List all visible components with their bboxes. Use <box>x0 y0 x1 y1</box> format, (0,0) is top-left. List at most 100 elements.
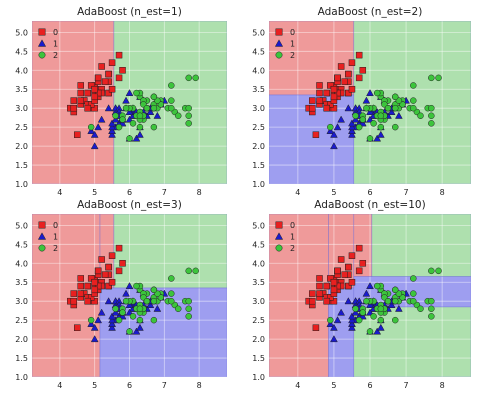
panel-1: 4 5 6 7 8 1.0 1.5 2.0 2.5 3.0 3.5 4.0 4.5 5.0 AdaBoost… <box>15 6 227 197</box>
y-tick-label: 2.5 <box>15 316 28 325</box>
point-class-0 <box>84 297 91 305</box>
point-class-0 <box>91 286 98 294</box>
point-class-2 <box>168 82 175 89</box>
point-class-2 <box>417 305 424 313</box>
point-class-2 <box>352 305 359 313</box>
point-class-2 <box>366 135 374 142</box>
point-class-1 <box>326 126 335 134</box>
point-class-2 <box>428 305 435 313</box>
point-class-0 <box>330 297 338 305</box>
point-class-0 <box>70 297 78 305</box>
point-class-1 <box>362 96 371 104</box>
point-class-1 <box>348 316 356 324</box>
x-tick-label: 4 <box>295 188 300 197</box>
y-tick-label: 4.0 <box>252 259 265 268</box>
x-tick-label: 5 <box>92 381 97 390</box>
point-class-1 <box>366 89 374 97</box>
point-class-2 <box>410 82 417 89</box>
point-class-0 <box>348 85 356 93</box>
legend-label-0: 0 <box>290 28 295 37</box>
point-class-0 <box>108 252 116 259</box>
point-class-0 <box>316 282 323 290</box>
point-class-1 <box>351 115 360 123</box>
point-class-0 <box>348 252 356 259</box>
point-class-2 <box>410 97 417 104</box>
legend-marker-1 <box>37 232 47 240</box>
point-class-0 <box>359 260 367 267</box>
legend-label-1: 1 <box>53 233 58 242</box>
point-class-1 <box>330 335 338 343</box>
y-tick-label: 2.0 <box>15 335 28 344</box>
y-tick-label: 5.0 <box>15 28 28 37</box>
point-class-2 <box>115 316 123 324</box>
x-tick-label: 6 <box>127 381 132 390</box>
point-class-1 <box>122 96 130 104</box>
point-class-2 <box>428 267 435 275</box>
point-class-1 <box>108 123 116 131</box>
point-class-1 <box>344 297 353 305</box>
point-class-2 <box>87 123 95 131</box>
point-class-2 <box>192 267 199 275</box>
point-class-1 <box>394 304 403 312</box>
point-class-2 <box>410 275 417 282</box>
point-class-0 <box>330 85 338 93</box>
panel-2: 4 5 6 7 8 1.0 1.5 2.0 2.5 3.0 3.5 4.0 4.5 5.0 AdaBoost… <box>252 6 471 197</box>
point-class-1 <box>104 297 113 305</box>
point-class-0 <box>84 104 91 112</box>
y-tick-label: 4.0 <box>252 66 265 75</box>
point-class-1 <box>366 301 374 308</box>
point-class-0 <box>348 59 356 66</box>
point-class-2 <box>366 328 374 335</box>
point-class-0 <box>98 63 105 70</box>
point-class-0 <box>345 263 352 271</box>
point-class-1 <box>136 130 144 138</box>
point-class-1 <box>366 282 374 290</box>
panel-4: 4 5 6 7 8 1.0 1.5 2.0 2.5 3.0 3.5 4.0 4.5 5.0 AdaBoost… <box>252 199 471 390</box>
scatter-points <box>67 244 199 343</box>
point-class-1 <box>337 115 346 123</box>
x-tick-label: 4 <box>57 381 62 390</box>
point-class-2 <box>327 123 334 131</box>
point-class-2 <box>377 316 385 324</box>
point-class-1 <box>136 323 144 331</box>
point-class-1 <box>104 104 113 112</box>
point-class-2 <box>136 123 144 131</box>
point-class-1 <box>97 308 106 316</box>
point-class-2 <box>428 297 435 305</box>
point-class-1 <box>373 327 382 335</box>
point-class-2 <box>185 120 192 127</box>
point-class-0 <box>327 294 334 301</box>
point-class-0 <box>74 324 81 331</box>
point-class-1 <box>108 319 116 327</box>
legend-label-2: 2 <box>290 51 295 60</box>
legend-label-1: 1 <box>290 233 295 242</box>
x-tick-label: 6 <box>367 381 372 390</box>
y-tick-label: 1.5 <box>15 354 28 363</box>
point-class-1 <box>348 312 356 320</box>
y-tick-label: 2.0 <box>252 335 265 344</box>
point-class-1 <box>146 301 155 308</box>
point-class-1 <box>348 130 356 138</box>
x-tick-label: 8 <box>197 381 202 390</box>
point-class-2 <box>428 112 435 120</box>
y-tick-label: 2.0 <box>15 142 28 151</box>
point-class-0 <box>87 101 95 108</box>
point-class-2 <box>168 104 175 112</box>
point-class-1 <box>94 316 103 324</box>
x-tick-label: 5 <box>331 188 336 197</box>
point-class-2 <box>150 104 158 112</box>
point-class-1 <box>344 104 353 112</box>
point-class-0 <box>98 256 105 263</box>
point-class-0 <box>84 89 91 97</box>
point-class-2 <box>428 120 435 127</box>
point-class-1 <box>108 130 116 138</box>
x-tick-label: 4 <box>57 188 62 197</box>
point-class-0 <box>355 74 363 82</box>
point-class-0 <box>94 267 102 275</box>
x-tick-label: 7 <box>404 381 409 390</box>
point-class-0 <box>115 267 123 275</box>
point-class-2 <box>133 89 140 97</box>
x-tick-label: 4 <box>295 381 300 390</box>
point-class-0 <box>91 104 98 112</box>
